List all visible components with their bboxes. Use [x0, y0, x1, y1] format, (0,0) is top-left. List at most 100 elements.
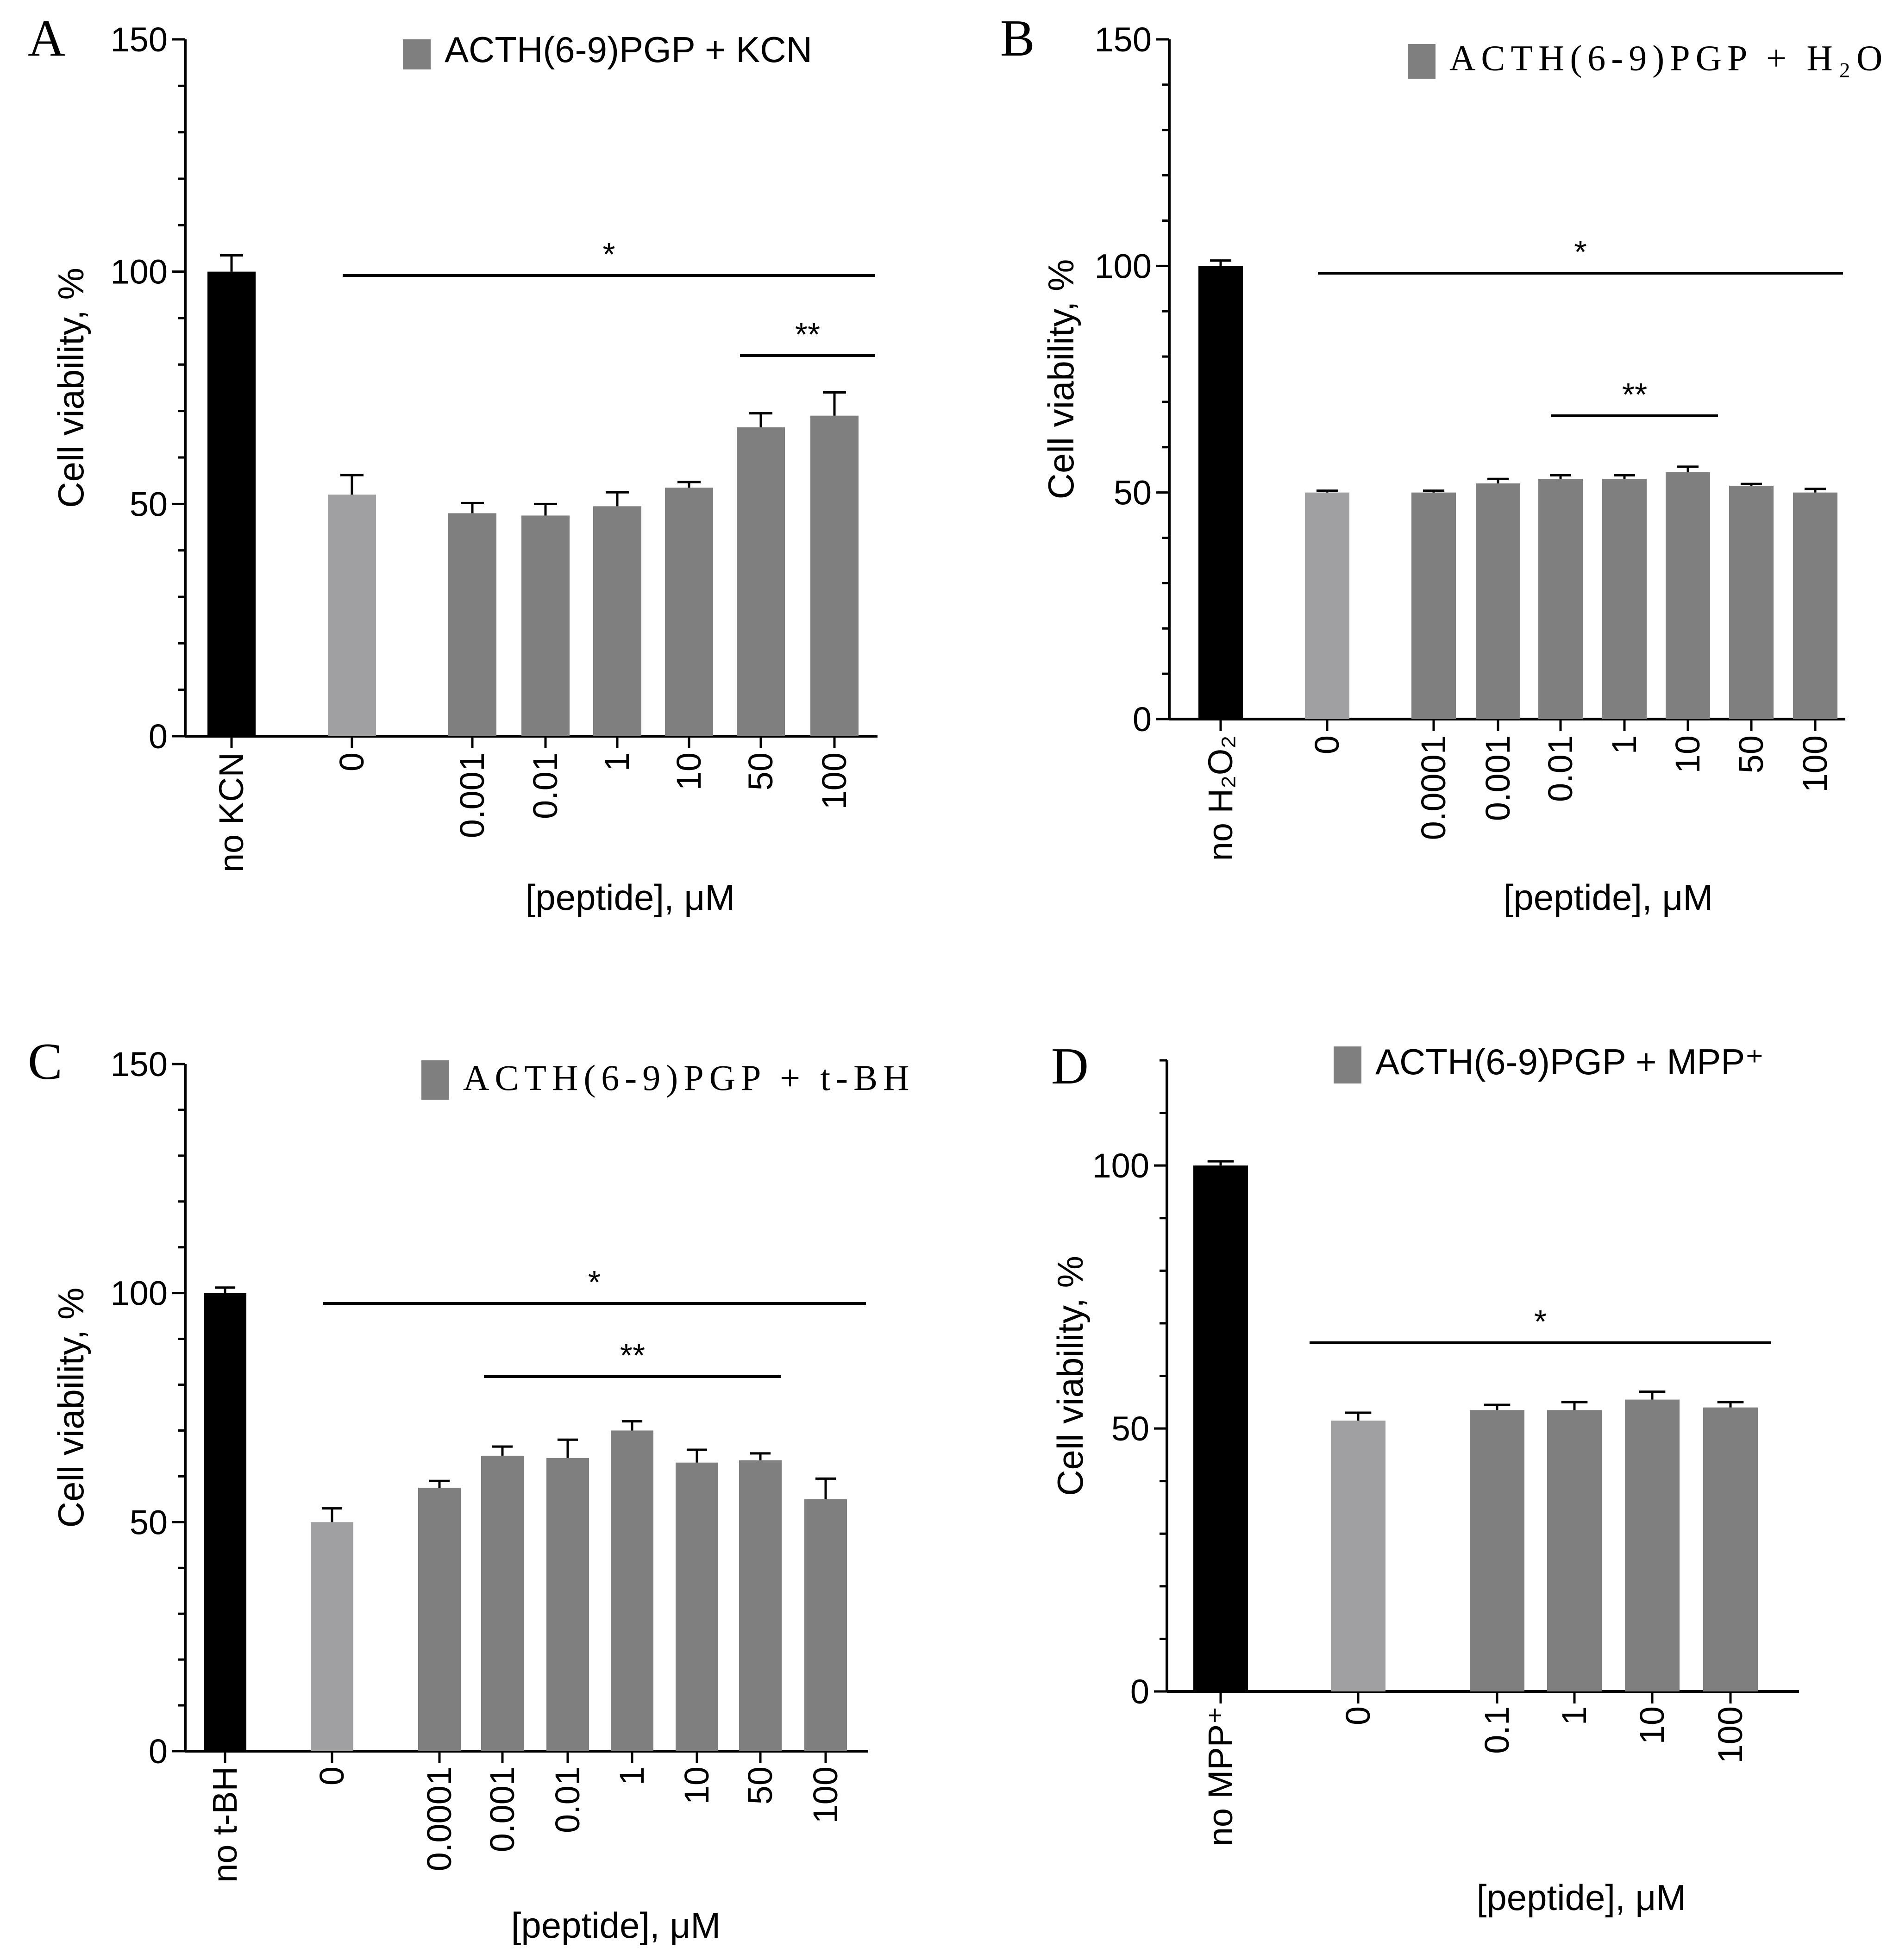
y-tick-label: 100 — [111, 253, 168, 291]
bar-peptide — [1538, 479, 1583, 719]
significance-marker: * — [588, 1264, 601, 1300]
y-axis-title: Cell viability, % — [50, 268, 91, 508]
x-tick-label: no t-BH — [206, 1766, 244, 1883]
y-tick-label: 150 — [111, 20, 168, 59]
legend-swatch — [1334, 1046, 1361, 1083]
bar-peptide — [546, 1458, 589, 1751]
bar-peptide — [1411, 492, 1456, 719]
legend: ACTH(6-9)PGP + MPP⁺ — [1334, 1041, 1764, 1083]
bar-peptide — [665, 488, 713, 736]
significance-marker: * — [1534, 1303, 1547, 1340]
significance-marker: * — [1574, 234, 1586, 270]
x-tick-label: 0 — [1339, 1706, 1377, 1725]
bar-peptide — [1703, 1407, 1758, 1691]
bar-peptide — [1602, 479, 1647, 719]
x-tick-label: no H₂O₂ — [1201, 735, 1240, 861]
x-tick-label: 0 — [332, 752, 371, 771]
x-tick-label: 1 — [1555, 1706, 1593, 1725]
y-tick-label: 50 — [130, 1503, 168, 1541]
y-tick-label: 50 — [1114, 474, 1152, 512]
x-tick-label: 1 — [598, 752, 636, 771]
x-tick-label: 50 — [1732, 735, 1770, 773]
x-tick-label: 10 — [1633, 1706, 1671, 1744]
y-axis-title: Cell viability, % — [50, 1288, 91, 1528]
bar-peptide — [1666, 472, 1710, 719]
x-tick-label: 0.01 — [526, 752, 564, 819]
bar-peptide — [448, 513, 496, 736]
bar-control — [204, 1293, 246, 1751]
x-axis-title: [peptide], μM — [1477, 1877, 1686, 1918]
y-axis-title: Cell viability, % — [1041, 259, 1081, 500]
panel-letter: B — [1000, 10, 1035, 67]
legend-swatch — [421, 1060, 449, 1100]
y-tick-label: 150 — [111, 1045, 168, 1083]
bar-peptide — [737, 427, 785, 736]
x-tick-label: 0.01 — [548, 1766, 587, 1833]
bar-control — [1193, 1165, 1248, 1691]
y-tick-label: 50 — [1111, 1409, 1149, 1448]
panel-letter: D — [1051, 1038, 1089, 1095]
panel-letter: A — [28, 10, 65, 67]
bar-control — [1198, 266, 1243, 719]
bar-peptide — [810, 415, 859, 736]
x-tick-label: 100 — [815, 752, 853, 809]
x-tick-label: 10 — [670, 752, 708, 790]
legend-swatch — [1408, 44, 1436, 79]
legend-swatch — [403, 39, 431, 69]
y-axis-title: Cell viability, % — [1050, 1256, 1091, 1496]
x-axis-title: [peptide], μM — [526, 877, 735, 918]
x-tick-label: 100 — [1711, 1706, 1749, 1763]
y-tick-label: 150 — [1095, 20, 1152, 59]
bar-peptide — [481, 1455, 524, 1751]
x-tick-label: 50 — [741, 752, 780, 790]
x-axis-title: [peptide], μM — [1504, 877, 1713, 918]
x-tick-label: 0.0001 — [1414, 735, 1453, 840]
bar-peptide — [418, 1488, 461, 1751]
significance-marker: ** — [795, 316, 820, 352]
bar-peptide — [1470, 1410, 1524, 1691]
legend: ACTH(6-9)PGP + t-BH — [421, 1058, 915, 1100]
bar-vehicle — [311, 1522, 353, 1751]
x-tick-label: 1 — [613, 1766, 651, 1785]
x-tick-label: 0.01 — [1541, 735, 1580, 802]
y-tick-label: 100 — [1092, 1146, 1149, 1185]
significance-marker: * — [602, 236, 615, 272]
x-tick-label: 0 — [1308, 735, 1346, 754]
bar-control — [207, 271, 256, 736]
x-tick-label: 0.001 — [483, 1766, 521, 1852]
y-tick-label: 100 — [111, 1274, 168, 1313]
y-tick-label: 0 — [1133, 700, 1152, 739]
x-tick-label: no KCN — [212, 752, 251, 872]
x-tick-label: 100 — [1796, 735, 1834, 792]
bar-peptide — [1793, 492, 1837, 719]
x-tick-label: 10 — [1668, 735, 1707, 773]
x-tick-label: 50 — [741, 1766, 779, 1804]
panel-letter: C — [28, 1033, 63, 1090]
legend-label: ACTH(6-9)PGP + t-BH — [463, 1058, 915, 1098]
bar-peptide — [1476, 483, 1520, 719]
bar-peptide — [593, 506, 641, 736]
x-tick-label: no MPP⁺ — [1201, 1706, 1240, 1846]
x-tick-label: 0.1 — [1478, 1706, 1516, 1754]
legend-label: ACTH(6-9)PGP + MPP⁺ — [1375, 1041, 1764, 1082]
x-tick-label: 0.001 — [1479, 735, 1517, 821]
bar-peptide — [521, 515, 570, 736]
significance-marker: ** — [1622, 376, 1647, 413]
x-tick-label: 0.001 — [453, 752, 491, 838]
y-tick-label: 0 — [149, 717, 168, 756]
bar-peptide — [1547, 1410, 1602, 1691]
legend-label: ACTH(6-9)PGP + KCN — [445, 29, 812, 70]
x-tick-label: 100 — [806, 1766, 845, 1823]
bar-peptide — [1729, 485, 1774, 719]
y-tick-label: 0 — [1130, 1672, 1149, 1711]
bar-peptide — [611, 1430, 653, 1751]
legend-label: ACTH(6-9)PGP + H₂O₂ — [1449, 38, 1887, 78]
bar-peptide — [804, 1499, 847, 1751]
bar-peptide — [1625, 1399, 1680, 1691]
bar-vehicle — [328, 495, 376, 736]
